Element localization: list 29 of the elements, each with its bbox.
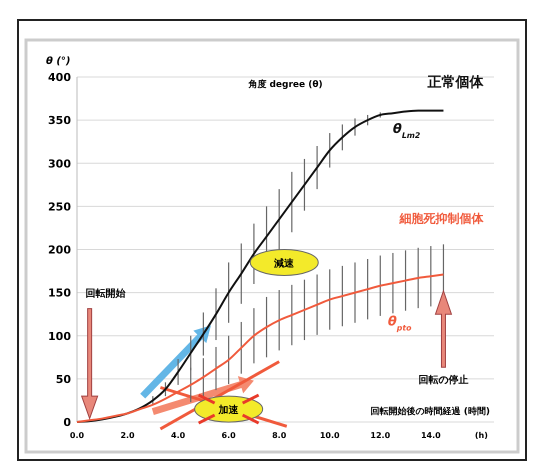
x-tick-label: 14.0 (420, 431, 442, 440)
y-tick-label: 150 (48, 286, 72, 300)
y-tick-label: 350 (48, 114, 72, 128)
x-tick-label: 6.0 (222, 431, 236, 440)
y-tick-label: 200 (48, 244, 72, 256)
x-tick-label: 4.0 (171, 431, 186, 440)
x-tick-label: (h) (474, 431, 488, 440)
y-axis-title: θ (°) (46, 56, 70, 67)
text: 細胞死抑制個体 (398, 212, 484, 226)
x-axis-title: 回転開始後の時間経過 (時間) (370, 406, 490, 417)
y-tick-label: 100 (48, 330, 72, 343)
series-label: 正常個体 (426, 74, 484, 91)
annotation: 回転の停止 (418, 374, 468, 386)
y-tick-label: 250 (48, 200, 72, 214)
y-tick-label: 300 (48, 157, 72, 170)
annotation: 回転開始 (86, 288, 127, 300)
x-tick-label: 2.0 (120, 431, 136, 440)
annotation: 加速 (218, 404, 240, 416)
x-tick-label: 10.0 (320, 431, 340, 440)
x-tick-label: 12.0 (370, 431, 391, 440)
annotation: θ$_{Lm2}$ (392, 122, 420, 140)
y-tick-label: 400 (48, 71, 72, 84)
y-tick-label: 0 (63, 416, 72, 429)
annotation: θ$_{pto}$ (388, 314, 412, 332)
annotation: 減速 (273, 257, 296, 270)
x-tick-label: 0.0 (70, 431, 85, 440)
chart-title: 角度 degree (θ) (247, 79, 323, 90)
x-tick-label: 8.0 (272, 431, 287, 440)
y-tick-label: 50 (56, 372, 72, 386)
